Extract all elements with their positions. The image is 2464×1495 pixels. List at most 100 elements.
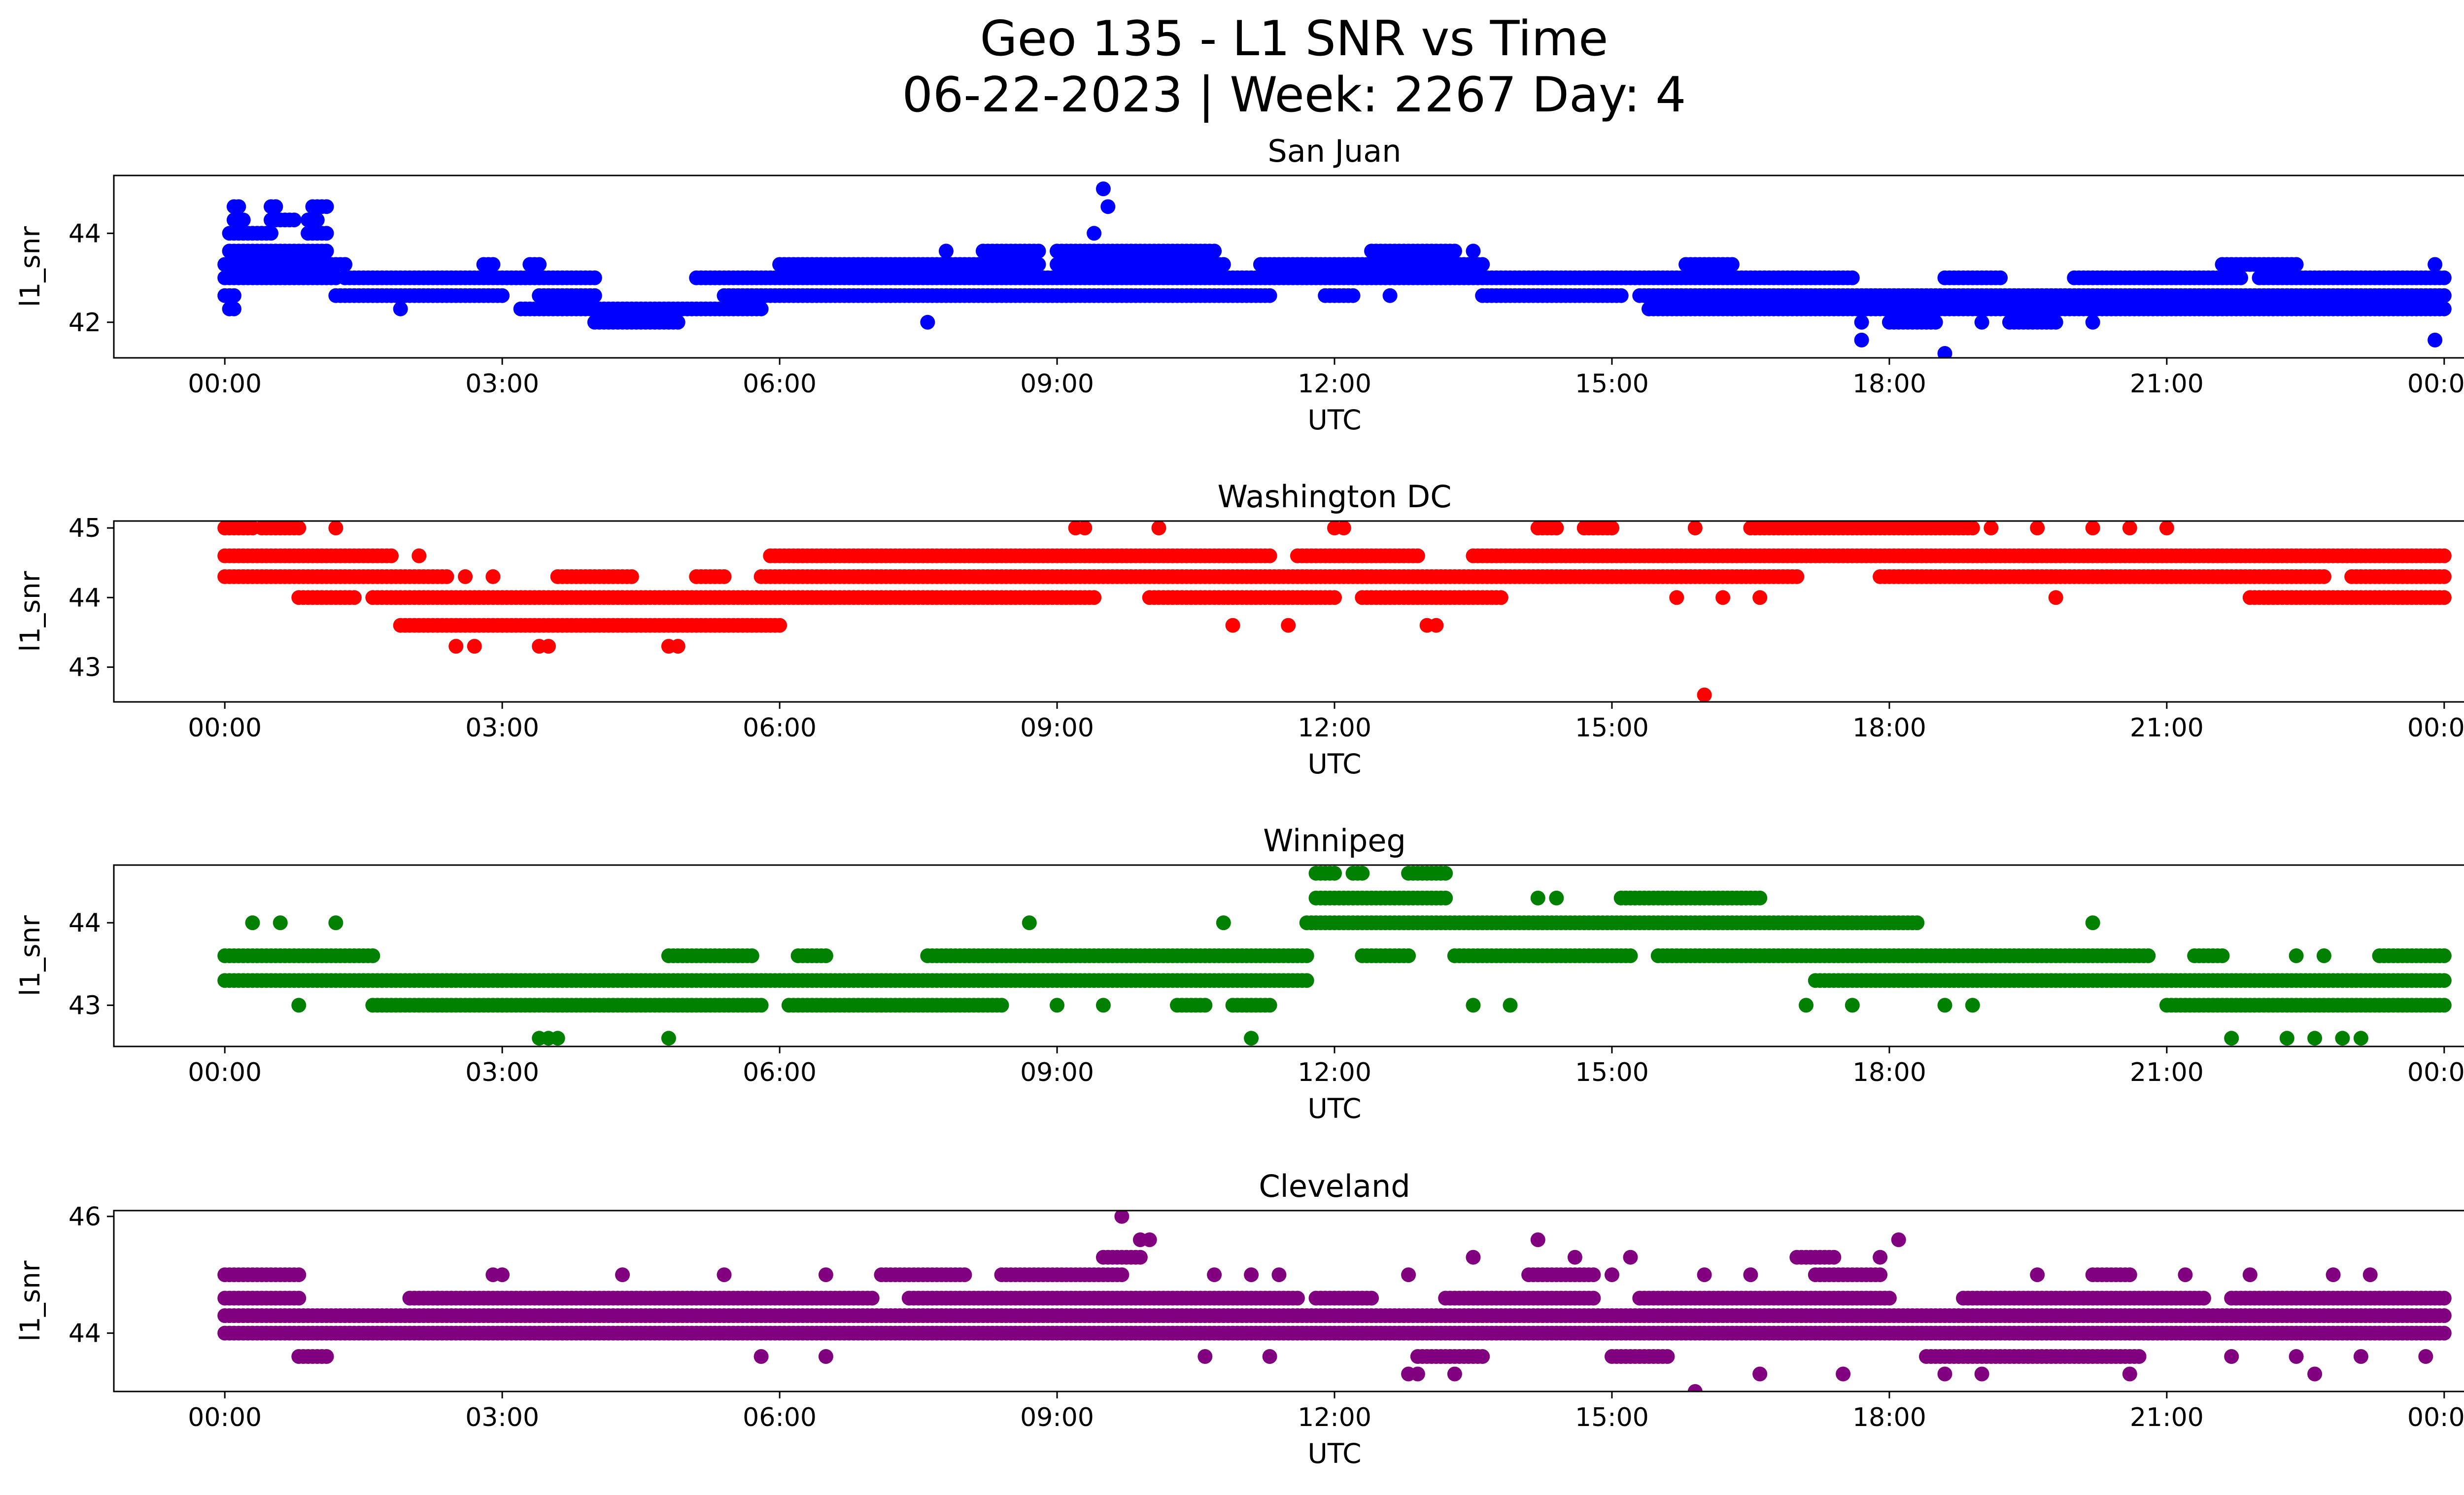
data-point — [661, 639, 676, 654]
panel-title: San Juan — [1267, 133, 1401, 169]
data-point — [1262, 548, 1277, 563]
data-point — [291, 1290, 307, 1306]
data-point — [346, 590, 362, 605]
y-axis-label: l1_snr — [14, 915, 46, 996]
data-point — [458, 569, 473, 584]
data-point — [1466, 243, 1481, 259]
data-point — [1965, 998, 1980, 1013]
data-point — [1475, 257, 1490, 272]
data-point — [1401, 948, 1416, 963]
data-point — [2436, 590, 2452, 605]
data-point — [245, 915, 260, 931]
data-point — [309, 212, 325, 228]
data-point — [1068, 521, 1083, 536]
data-point — [1697, 687, 1712, 702]
data-point — [587, 270, 602, 285]
data-point — [624, 569, 639, 584]
x-tick-label: 00:00 — [188, 369, 262, 399]
data-point — [1734, 890, 1749, 905]
data-point — [1503, 998, 1518, 1013]
data-point — [1336, 521, 1351, 536]
data-point — [1410, 548, 1425, 563]
data-point — [1724, 257, 1740, 272]
x-tick-label: 18:00 — [1852, 369, 1926, 399]
data-point — [328, 521, 343, 536]
y-tick-label: 43 — [68, 653, 101, 682]
data-point — [2141, 948, 2156, 963]
y-tick-label: 42 — [68, 308, 101, 338]
data-point — [2436, 998, 2452, 1013]
x-tick-label: 00:00 — [188, 1058, 262, 1087]
data-point — [2436, 973, 2452, 988]
data-point — [1910, 915, 1925, 931]
x-tick-label: 21:00 — [2130, 1058, 2204, 1087]
data-point — [291, 521, 307, 536]
data-point — [1965, 521, 1980, 536]
x-tick-label: 00:00 — [2407, 369, 2464, 399]
data-point — [1752, 590, 1768, 605]
data-point — [1262, 998, 1277, 1013]
y-tick-label: 44 — [68, 583, 101, 613]
data-point — [1799, 998, 1814, 1013]
data-point — [291, 998, 307, 1013]
x-tick-label: 12:00 — [1298, 713, 1371, 743]
data-point — [1355, 866, 1370, 881]
data-point — [1345, 288, 1361, 303]
data-point — [1845, 270, 1860, 285]
data-point — [1299, 973, 1314, 988]
data-point — [2428, 332, 2443, 348]
data-point — [1752, 890, 1768, 905]
data-point — [384, 548, 399, 563]
data-point — [1327, 866, 1342, 881]
data-point — [286, 212, 302, 228]
panel-title: Washington DC — [1217, 479, 1451, 515]
data-point — [1100, 199, 1116, 214]
data-point — [2048, 590, 2063, 605]
data-point — [1993, 270, 2008, 285]
y-tick-label: 44 — [68, 908, 101, 938]
y-tick-label: 44 — [68, 219, 101, 248]
data-point — [1466, 998, 1481, 1013]
data-point — [1530, 890, 1545, 905]
data-point — [268, 199, 283, 214]
data-point — [1937, 998, 1952, 1013]
data-point — [1845, 998, 1860, 1013]
data-point — [411, 548, 427, 563]
data-point — [1605, 521, 1619, 536]
data-point — [338, 257, 353, 272]
data-point — [1087, 226, 1102, 241]
x-tick-label: 12:00 — [1298, 1058, 1371, 1087]
data-point — [1438, 866, 1453, 881]
x-tick-label: 21:00 — [2130, 713, 2204, 743]
data-point — [467, 639, 482, 654]
data-point — [2030, 521, 2045, 536]
data-point — [485, 569, 501, 584]
data-point — [818, 948, 833, 963]
data-point — [1095, 181, 1111, 197]
x-tick-label: 06:00 — [743, 369, 817, 399]
scatter-series — [217, 181, 2452, 358]
data-point — [2289, 257, 2304, 272]
figure-title-line1: Geo 135 - L1 SNR vs Time — [980, 11, 1608, 67]
data-point — [994, 998, 1009, 1013]
data-point — [328, 915, 343, 931]
data-point — [273, 915, 288, 931]
y-tick-label: 43 — [68, 991, 101, 1020]
data-point — [2279, 1031, 2294, 1046]
data-point — [1327, 590, 1342, 605]
x-tick-label: 00:00 — [188, 713, 262, 743]
data-point — [1687, 521, 1703, 536]
scatter-series — [217, 1211, 2452, 1391]
x-tick-label: 15:00 — [1575, 369, 1649, 399]
scatter-series — [217, 521, 2452, 702]
figure-title-line2: 06-22-2023 | Week: 2267 Day: 4 — [902, 67, 1686, 123]
data-point — [264, 226, 278, 241]
y-axis-label: l1_snr — [14, 571, 46, 652]
data-point — [753, 998, 769, 1013]
x-tick-label: 15:00 — [1575, 713, 1649, 743]
data-point — [1715, 590, 1731, 605]
